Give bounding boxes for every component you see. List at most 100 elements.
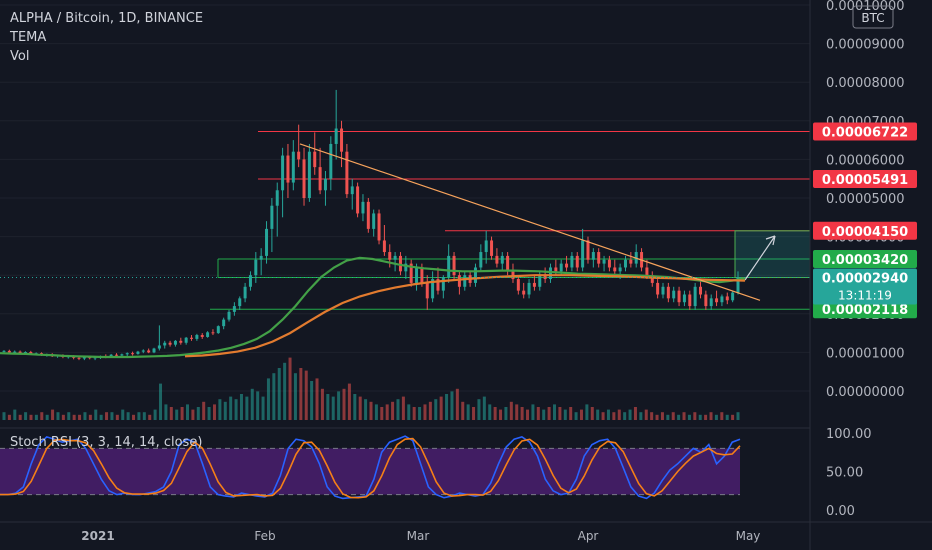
currency-badge[interactable]: BTC <box>861 11 884 25</box>
candle-body[interactable] <box>463 275 467 287</box>
candle-body[interactable] <box>393 255 397 260</box>
candle-body[interactable] <box>441 277 445 291</box>
candle-body[interactable] <box>720 296 724 303</box>
candle-body[interactable] <box>490 240 494 256</box>
candle-body[interactable] <box>404 263 408 272</box>
candle-body[interactable] <box>227 311 231 320</box>
candle-body[interactable] <box>672 290 676 299</box>
candle-body[interactable] <box>350 186 354 195</box>
candle-body[interactable] <box>281 155 285 191</box>
candle-body[interactable] <box>597 252 601 264</box>
candle-body[interactable] <box>195 335 199 339</box>
candle-body[interactable] <box>141 350 145 352</box>
candle-body[interactable] <box>366 201 370 229</box>
candle-body[interactable] <box>318 167 322 191</box>
candle-body[interactable] <box>415 267 419 283</box>
candle-body[interactable] <box>613 267 617 272</box>
candle-body[interactable] <box>447 255 451 278</box>
candle-body[interactable] <box>23 352 27 354</box>
candle-body[interactable] <box>190 337 194 339</box>
candle-body[interactable] <box>479 252 483 268</box>
candle-body[interactable] <box>409 263 413 283</box>
candle-body[interactable] <box>436 279 440 291</box>
candle-body[interactable] <box>554 267 558 272</box>
candle-body[interactable] <box>7 350 11 353</box>
candle-body[interactable] <box>661 286 665 295</box>
candle-body[interactable] <box>372 213 376 229</box>
candle-body[interactable] <box>254 259 258 276</box>
candle-body[interactable] <box>543 275 547 280</box>
projection-rect[interactable] <box>734 230 811 279</box>
projection-box[interactable] <box>734 230 811 281</box>
candle-body[interactable] <box>473 267 477 283</box>
candle-body[interactable] <box>265 228 269 256</box>
candle-body[interactable] <box>77 357 81 359</box>
candle-body[interactable] <box>243 286 247 299</box>
currency-badge-frame[interactable] <box>852 5 894 29</box>
candle-body[interactable] <box>222 319 226 327</box>
candle-body[interactable] <box>559 263 563 272</box>
last-price-tag[interactable] <box>813 268 917 305</box>
candle-body[interactable] <box>457 275 461 287</box>
candle-body[interactable] <box>13 351 17 353</box>
candle-body[interactable] <box>238 298 242 307</box>
candle-body[interactable] <box>452 255 456 276</box>
candle-body[interactable] <box>82 357 86 359</box>
candle-body[interactable] <box>270 205 274 229</box>
candle-body[interactable] <box>538 275 542 287</box>
candle-body[interactable] <box>736 277 740 293</box>
candle-body[interactable] <box>715 298 719 303</box>
candle-body[interactable] <box>388 252 392 260</box>
price-level-tag[interactable] <box>813 170 917 189</box>
candle-body[interactable] <box>709 298 713 307</box>
candle-body[interactable] <box>136 351 140 354</box>
candle-body[interactable] <box>506 255 510 272</box>
candle-body[interactable] <box>248 275 252 287</box>
candle-body[interactable] <box>656 282 660 295</box>
candle-body[interactable] <box>532 282 536 287</box>
candle-body[interactable] <box>570 255 574 268</box>
candle-body[interactable] <box>329 143 333 179</box>
candle-body[interactable] <box>548 267 552 280</box>
candle-body[interactable] <box>147 350 151 353</box>
candle-body[interactable] <box>286 155 290 183</box>
price-level-tag[interactable] <box>813 221 917 240</box>
indicator-tema-label[interactable]: TEMA <box>9 30 46 45</box>
candle-body[interactable] <box>698 286 702 295</box>
candle-body[interactable] <box>109 354 113 358</box>
candle-body[interactable] <box>398 255 402 272</box>
candle-body[interactable] <box>120 354 124 356</box>
candle-body[interactable] <box>125 353 129 355</box>
price-level-tag[interactable] <box>813 249 917 268</box>
candle-body[interactable] <box>179 340 183 343</box>
candle-body[interactable] <box>216 326 220 334</box>
candle-body[interactable] <box>500 255 504 264</box>
candle-body[interactable] <box>291 151 295 183</box>
candle-body[interactable] <box>93 357 97 359</box>
candle-body[interactable] <box>345 151 349 195</box>
candle-body[interactable] <box>693 286 697 307</box>
candle-body[interactable] <box>302 159 306 198</box>
candle-body[interactable] <box>163 342 167 346</box>
candle-body[interactable] <box>677 290 681 303</box>
candle-body[interactable] <box>731 292 735 301</box>
candle-body[interactable] <box>2 350 6 352</box>
stoch-rsi-label[interactable]: Stoch RSI (3, 3, 14, 14, close) <box>10 435 202 450</box>
candle-body[interactable] <box>425 282 429 299</box>
candle-body[interactable] <box>522 290 526 295</box>
candle-body[interactable] <box>275 190 279 206</box>
candle-body[interactable] <box>200 335 204 337</box>
candle-body[interactable] <box>527 282 531 295</box>
candle-body[interactable] <box>334 128 338 144</box>
candle-body[interactable] <box>313 151 317 168</box>
candle-body[interactable] <box>382 240 386 253</box>
candle-body[interactable] <box>377 213 381 241</box>
candle-body[interactable] <box>602 259 606 264</box>
candle-body[interactable] <box>115 354 119 356</box>
candle-body[interactable] <box>688 294 692 307</box>
candle-body[interactable] <box>666 286 670 299</box>
candle-body[interactable] <box>18 351 22 354</box>
candle-body[interactable] <box>618 267 622 272</box>
candle-body[interactable] <box>581 240 585 268</box>
